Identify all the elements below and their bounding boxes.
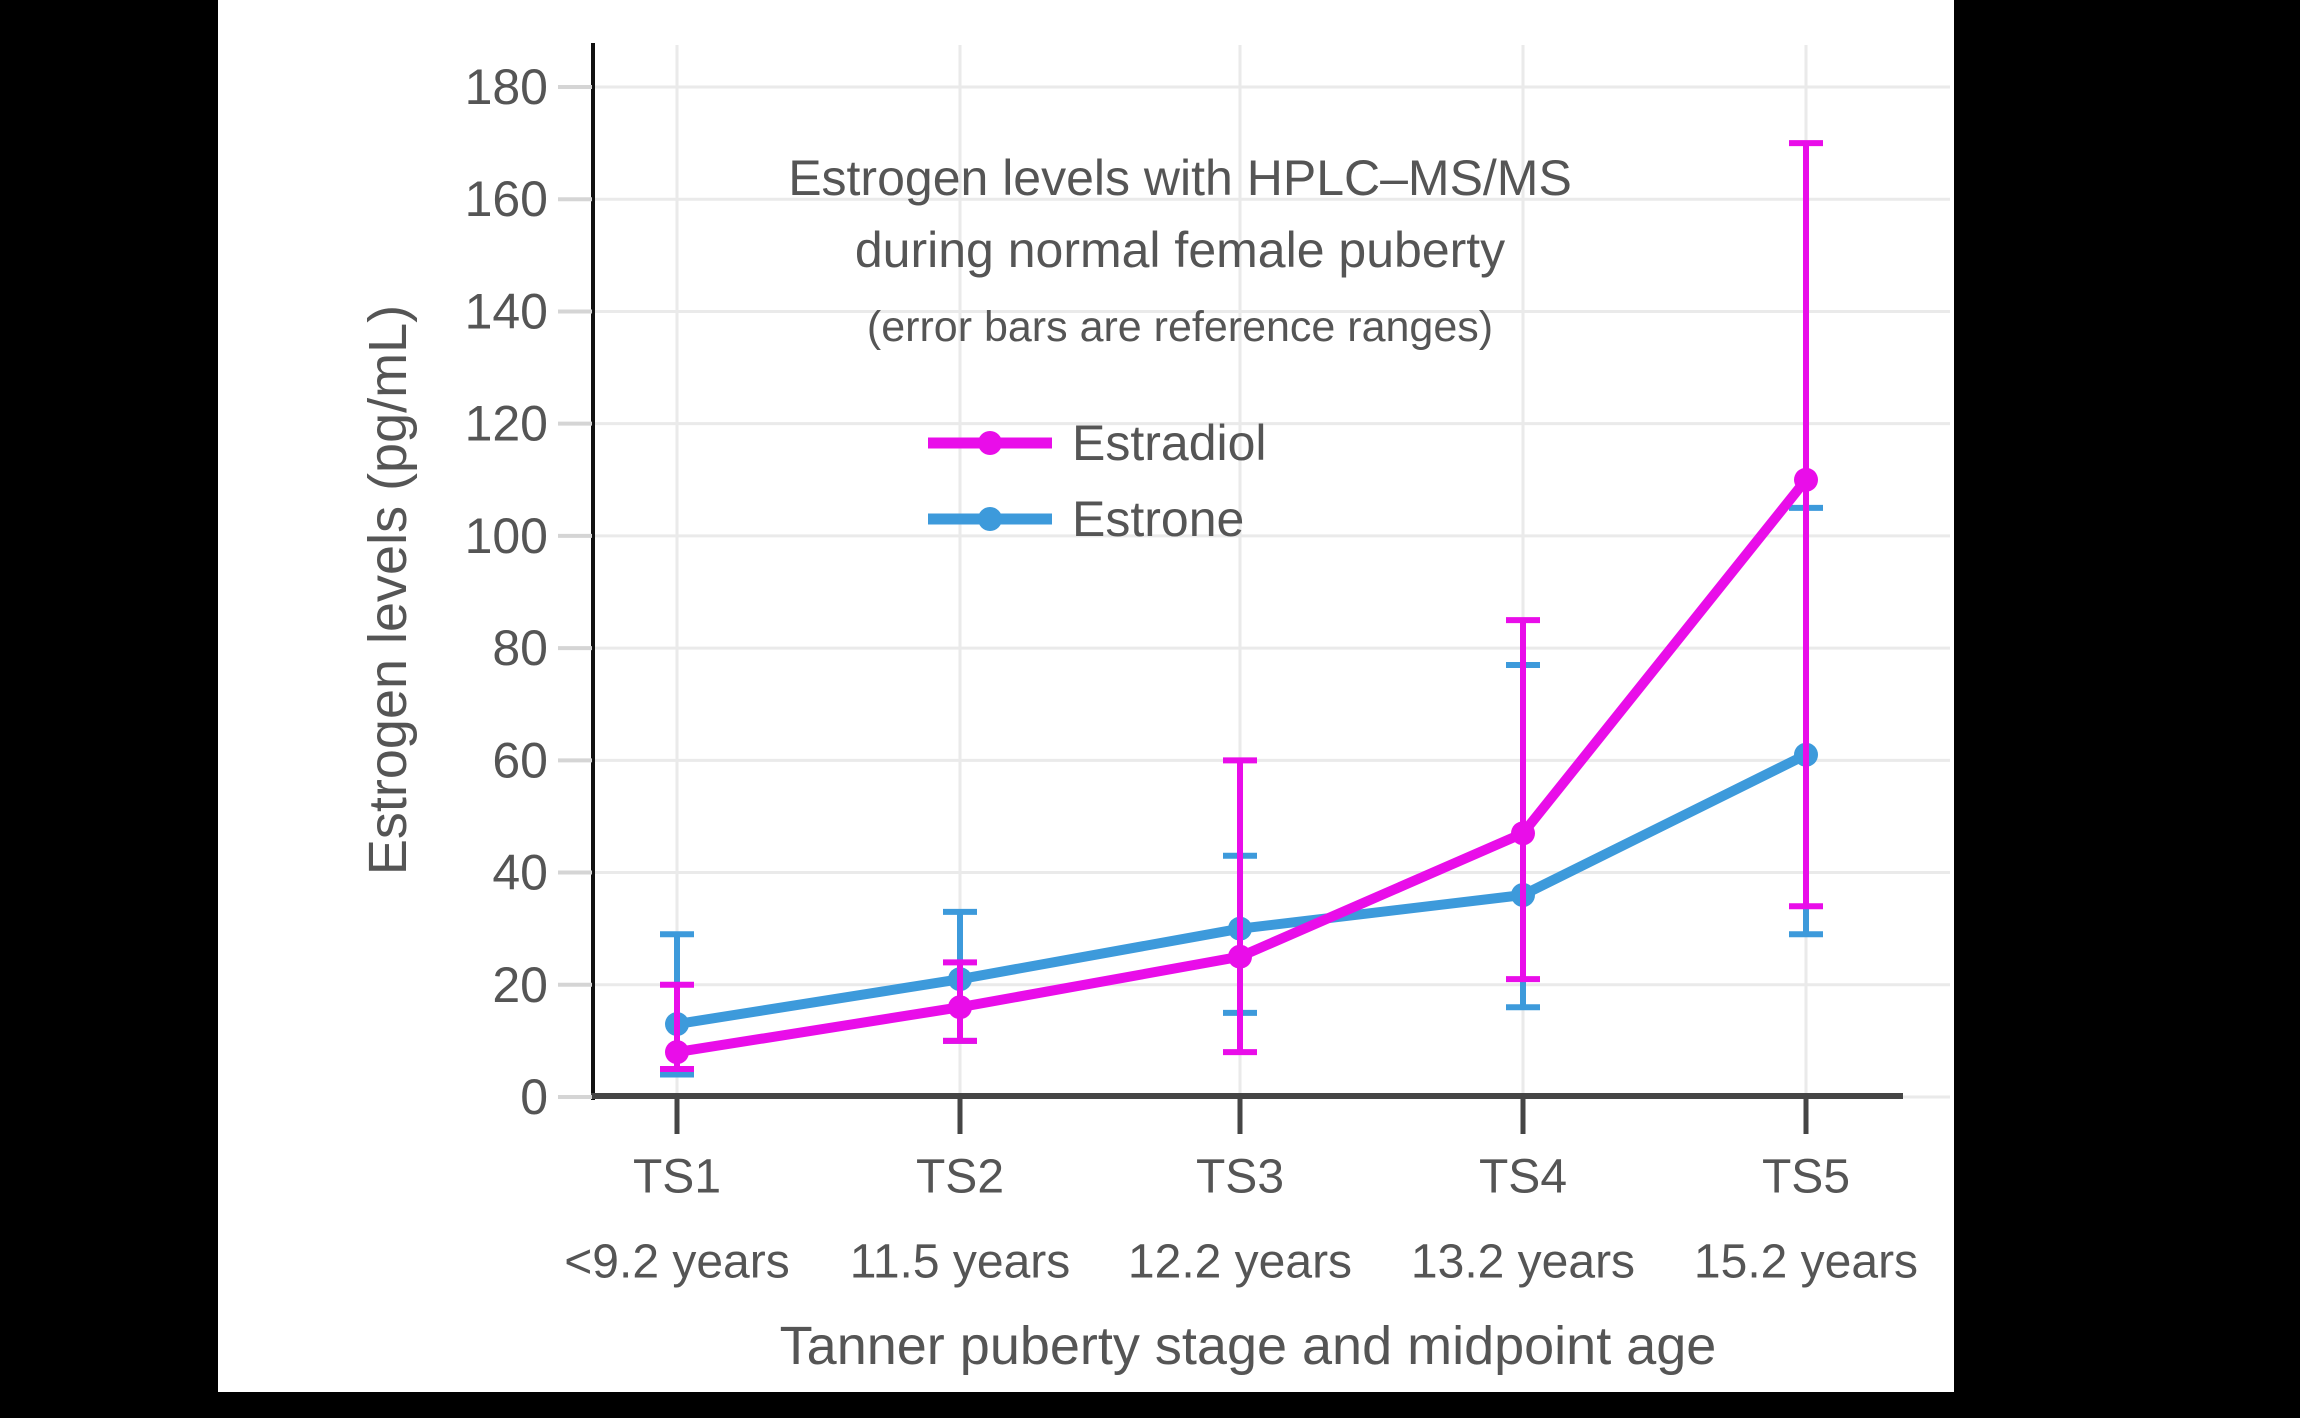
plot-series	[660, 140, 1823, 1078]
gridlines	[593, 45, 1950, 1099]
legend-item-estradiol: Estradiol	[928, 415, 1267, 471]
y-tick-label: 120	[465, 396, 548, 452]
estradiol-marker	[1511, 821, 1535, 846]
axis-ticks	[558, 85, 1809, 1134]
estradiol-marker	[1794, 467, 1818, 492]
x-axis-title: Tanner puberty stage and midpoint age	[780, 1316, 1717, 1376]
x-category-label: TS3	[1196, 1151, 1284, 1204]
x-category-label: TS4	[1479, 1151, 1567, 1204]
x-age-label: <9.2 years	[564, 1236, 789, 1289]
chart-title-line1: Estrogen levels with HPLC–MS/MS	[788, 150, 1572, 206]
chart-title-line2: during normal female puberty	[855, 222, 1505, 278]
legend: Estradiol Estrone	[928, 415, 1267, 547]
legend-label: Estrone	[1072, 491, 1244, 547]
legend-label: Estradiol	[1072, 415, 1267, 471]
y-tick-label: 40	[492, 845, 548, 901]
chart-panel	[218, 0, 1954, 1392]
x-age-label: 13.2 years	[1411, 1236, 1635, 1289]
x-category-label: TS2	[916, 1151, 1004, 1204]
estradiol-marker	[1228, 944, 1252, 969]
y-tick-label: 140	[465, 283, 548, 339]
y-axis-title: Estrogen levels (pg/mL)	[358, 305, 418, 875]
y-tick-label: 100	[465, 508, 548, 564]
x-age-label: 11.5 years	[850, 1236, 1071, 1289]
series-estradiol	[660, 140, 1823, 1072]
chart-subtitle: (error bars are reference ranges)	[867, 303, 1493, 351]
y-tick-label: 20	[492, 957, 548, 1013]
estradiol-marker	[948, 995, 972, 1020]
y-tick-label: 0	[520, 1069, 548, 1125]
estradiol-marker	[665, 1040, 689, 1065]
y-tick-label: 160	[465, 171, 548, 227]
axis-tick-labels: 0 20 40 60 80 100 120 140 160 180 TS1 <9.2 years TS2…	[465, 59, 1919, 1288]
legend-item-estrone: Estrone	[928, 491, 1244, 547]
legend-marker-swatch	[978, 431, 1002, 455]
x-age-label: 12.2 years	[1128, 1236, 1352, 1289]
x-category-label: TS5	[1762, 1151, 1850, 1204]
legend-marker-swatch	[978, 507, 1002, 531]
y-tick-label: 60	[492, 732, 548, 788]
y-tick-label: 80	[492, 620, 548, 676]
x-age-label: 15.2 years	[1694, 1236, 1918, 1289]
y-tick-label: 180	[465, 59, 548, 115]
x-category-label: TS1	[633, 1151, 721, 1204]
